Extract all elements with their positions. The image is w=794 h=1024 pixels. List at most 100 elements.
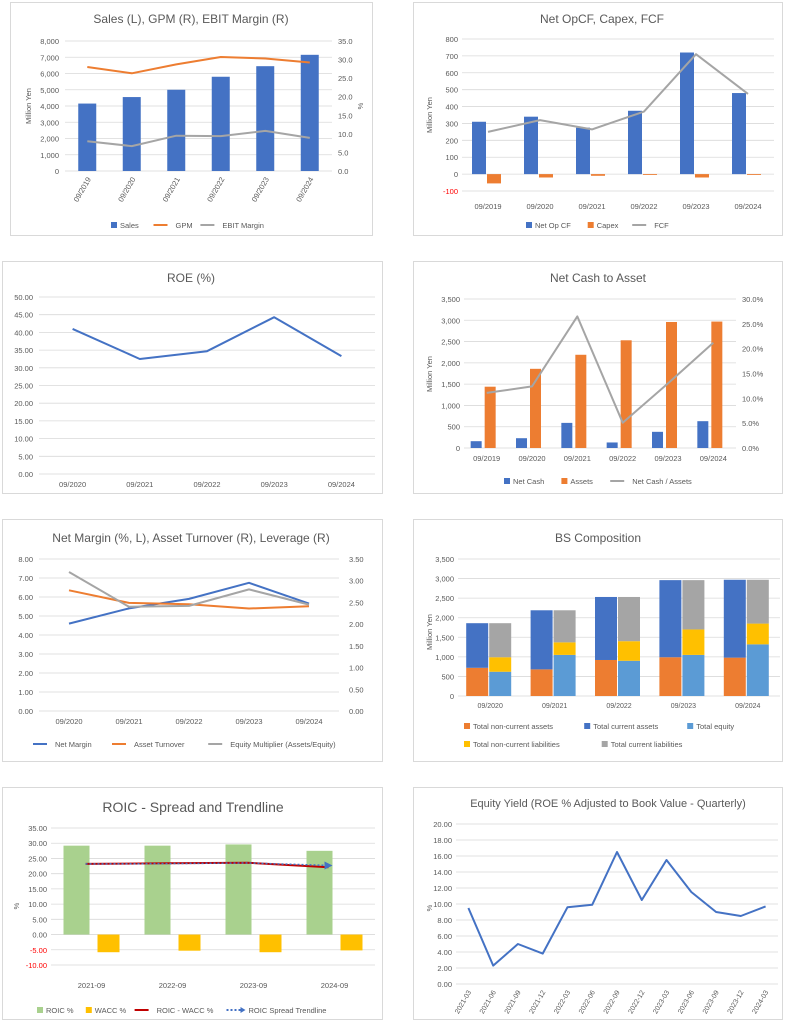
legend-label: Asset Turnover bbox=[134, 740, 185, 749]
x-tick-label: 09/2021 bbox=[564, 454, 591, 463]
x-tick-label: 2022-12 bbox=[628, 989, 647, 1015]
y-tick-label: 2,500 bbox=[441, 338, 460, 347]
x-tick-label: 09/2022 bbox=[609, 454, 636, 463]
x-tick-label: 09/2020 bbox=[518, 454, 545, 463]
bar-net-op-cf bbox=[576, 127, 590, 175]
x-tick-label: 2021-06 bbox=[479, 989, 498, 1015]
y-tick-label: 18.00 bbox=[433, 836, 452, 845]
legend-swatch bbox=[464, 741, 470, 747]
y-tick-label: 0 bbox=[450, 692, 454, 701]
x-tick-label: 09/2019 bbox=[473, 454, 500, 463]
chart-svg: Net OpCF, Capex, FCF -100 0 100 200 300 400 500… bbox=[425, 12, 774, 230]
y2-tick-label: 0.0 bbox=[338, 167, 348, 176]
y-tick-label: 6,000 bbox=[40, 70, 59, 79]
bar-capex bbox=[539, 174, 553, 178]
y-tick-label: 0.00 bbox=[18, 470, 33, 479]
x-tick-label: 2022-03 bbox=[553, 989, 572, 1015]
legend-label: Total current assets bbox=[593, 722, 658, 731]
y-tick-label: 2,000 bbox=[40, 135, 59, 144]
legend-swatch bbox=[584, 723, 591, 729]
bar-segment-total-non-current-assets bbox=[595, 659, 617, 696]
y-tick-label: 20.00 bbox=[433, 820, 452, 829]
y2-tick-label: 0.0% bbox=[742, 444, 759, 453]
legend-label: Assets bbox=[570, 477, 593, 486]
x-tick-label: 09/2024 bbox=[294, 176, 315, 204]
y-tick-label: 10.00 bbox=[14, 435, 33, 444]
legend-swatch bbox=[464, 723, 470, 729]
y-tick-label: 5,000 bbox=[40, 86, 59, 95]
x-tick-label: 09/2022 bbox=[193, 480, 220, 489]
chart-panel-equity-yield: Equity Yield (ROE % Adjusted to Book Val… bbox=[413, 787, 783, 1020]
y-tick-label: 0 bbox=[456, 444, 460, 453]
chart-svg: ROIC - Spread and Trendline -10.00 -5.00 0.… bbox=[12, 799, 375, 1015]
x-tick-label: 09/2020 bbox=[59, 480, 86, 489]
y2-tick-label: 15.0 bbox=[338, 111, 353, 120]
chart-title: Net Margin (%, L), Asset Turnover (R), L… bbox=[52, 531, 329, 545]
bar-net-op-cf bbox=[628, 110, 642, 175]
y2-tick-label: 30.0 bbox=[338, 56, 353, 65]
bar-segment-total-current-liabilities bbox=[746, 579, 769, 624]
y-tick-label: 2.00 bbox=[437, 964, 452, 973]
y-tick-label: 45.00 bbox=[14, 311, 33, 320]
y-tick-label: 3,000 bbox=[441, 316, 460, 325]
x-tick-label: 2021-12 bbox=[529, 989, 548, 1015]
chart-title: ROIC - Spread and Trendline bbox=[102, 799, 284, 815]
legend-label: Capex bbox=[597, 221, 619, 230]
legend-swatch bbox=[601, 741, 608, 747]
y-tick-label: 2.00 bbox=[18, 669, 33, 678]
bar-wacc bbox=[340, 934, 363, 951]
y2-tick-label: 30.0% bbox=[742, 295, 764, 304]
legend-label: ROIC % bbox=[46, 1006, 74, 1015]
y-tick-label: 2,000 bbox=[441, 359, 460, 368]
y-tick-label: 8.00 bbox=[437, 916, 452, 925]
chart-panel-dupont: Net Margin (%, L), Asset Turnover (R), L… bbox=[2, 519, 383, 762]
x-tick-label: 09/2021 bbox=[126, 480, 153, 489]
line-net-cash-ratio bbox=[486, 315, 714, 424]
x-tick-label: 09/2020 bbox=[116, 176, 137, 204]
legend-label: Total current liabilities bbox=[611, 740, 683, 749]
x-tick-label: 2022-09 bbox=[603, 989, 622, 1015]
bar-net-op-cf bbox=[680, 52, 694, 175]
y-tick-label: 10.00 bbox=[433, 900, 452, 909]
bar-net-cash bbox=[470, 441, 482, 448]
y2-tick-label: 5.0% bbox=[742, 419, 759, 428]
chart-panel-roe: ROE (%) 0.00 5.00 10.00 15.00 20.00 25.00 30.00… bbox=[2, 261, 383, 494]
y-tick-label: 8,000 bbox=[40, 37, 59, 46]
chart-title: Sales (L), GPM (R), EBIT Margin (R) bbox=[93, 12, 288, 26]
bar-capex bbox=[591, 174, 605, 176]
chart-svg: ROE (%) 0.00 5.00 10.00 15.00 20.00 25.00 30.00… bbox=[14, 271, 375, 489]
y-tick-label: 2,500 bbox=[435, 594, 454, 603]
legend-label: WACC % bbox=[95, 1006, 127, 1015]
chart-panel-net-cash: Net Cash to Asset 0 500 1,000 1,500 2,000 2,50… bbox=[413, 261, 783, 494]
y-tick-label: 6.00 bbox=[437, 932, 452, 941]
y-tick-label: 500 bbox=[447, 423, 460, 432]
chart-title: Net OpCF, Capex, FCF bbox=[540, 12, 664, 26]
legend-label: Sales bbox=[120, 221, 139, 230]
bar-net-op-cf bbox=[732, 93, 746, 175]
legend-label: Total non-current liabilities bbox=[473, 740, 560, 749]
y-tick-label: 25.00 bbox=[28, 854, 47, 863]
y-tick-label: 3.00 bbox=[18, 650, 33, 659]
y2-tick-label: 25.0% bbox=[742, 320, 764, 329]
trendline-arrowhead bbox=[324, 861, 333, 870]
chart-title: Net Cash to Asset bbox=[550, 271, 647, 285]
y-tick-label: 16.00 bbox=[433, 852, 452, 861]
legend-label: Total equity bbox=[696, 722, 734, 731]
chart-title: BS Composition bbox=[555, 531, 641, 545]
y-tick-label: -10.00 bbox=[26, 961, 47, 970]
bar-segment-total-non-current-assets bbox=[723, 657, 746, 696]
y-tick-label: 30.00 bbox=[14, 364, 33, 373]
bar-segment-total-non-current-liabilities bbox=[746, 623, 769, 645]
y-axis-label: Million Yen bbox=[425, 356, 434, 392]
x-tick-label: 09/2020 bbox=[55, 717, 82, 726]
line-ebit-margin bbox=[87, 129, 310, 148]
legend-label: Net Margin bbox=[55, 740, 92, 749]
bar-wacc bbox=[97, 934, 120, 953]
bar-assets bbox=[484, 386, 496, 448]
chart-svg: Net Margin (%, L), Asset Turnover (R), L… bbox=[18, 531, 363, 749]
x-tick-label: 2023-12 bbox=[727, 989, 746, 1015]
y-tick-label: -100 bbox=[443, 187, 458, 196]
y-axis-label: Million Yen bbox=[425, 97, 434, 133]
legend-swatch-arrow bbox=[240, 1007, 246, 1013]
y-tick-label: 10.00 bbox=[28, 900, 47, 909]
